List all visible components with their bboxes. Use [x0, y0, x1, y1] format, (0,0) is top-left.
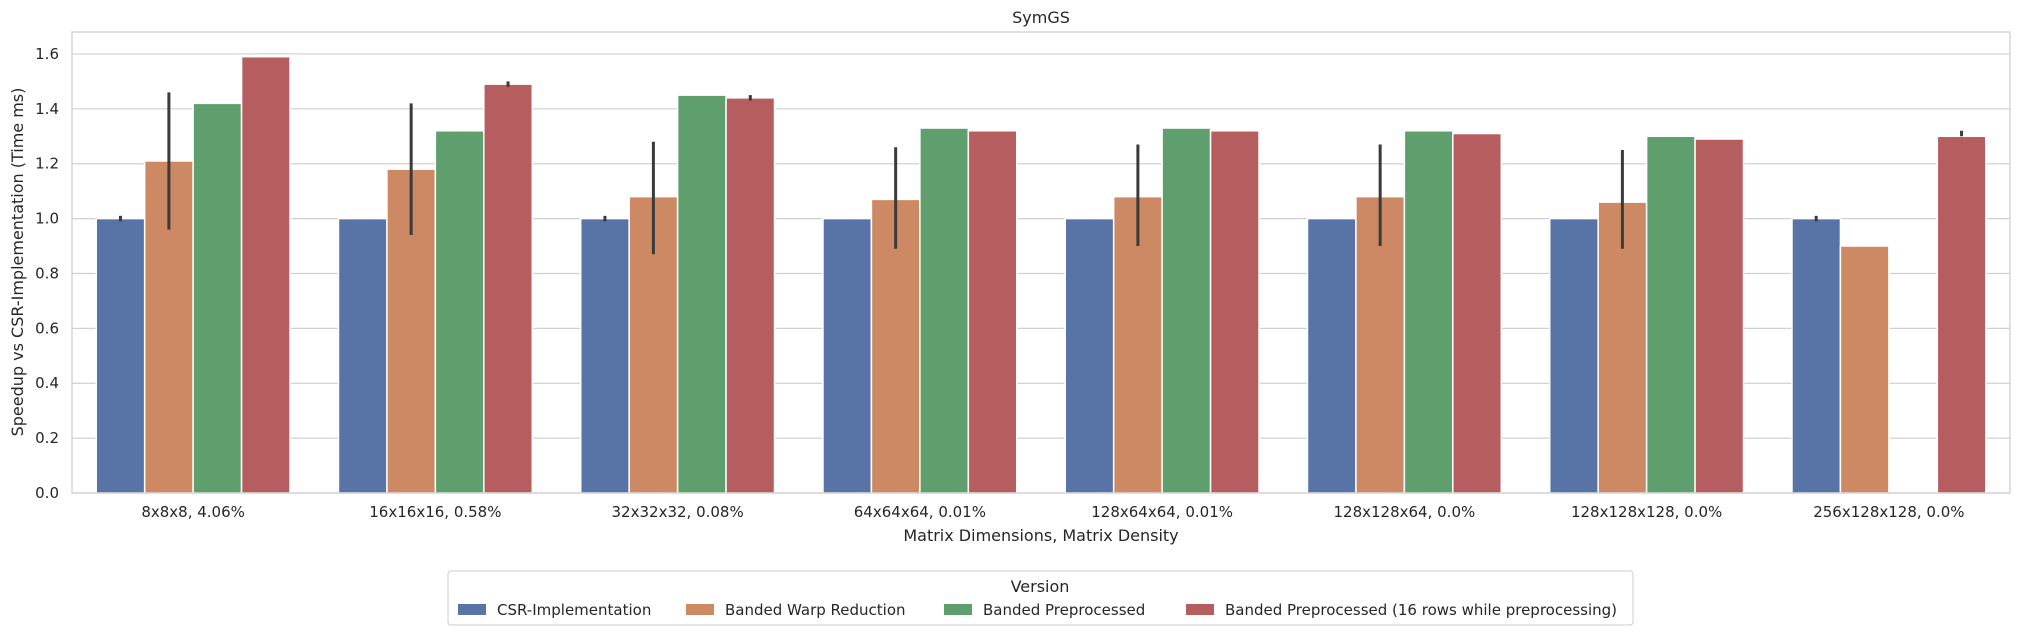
plot-frame [71, 31, 2011, 494]
bar [579, 217, 630, 494]
bar [676, 94, 727, 494]
x-tick-label: 128x128x64, 0.0% [1334, 503, 1476, 521]
bar [483, 83, 534, 494]
y-tick-label: 0.2 [35, 429, 59, 447]
bar [1452, 132, 1503, 494]
legend-swatch [686, 604, 714, 615]
x-tick-label: 128x64x64, 0.01% [1091, 503, 1233, 521]
bar [1791, 217, 1842, 494]
bar [240, 55, 291, 494]
legend-item: Banded Warp Reduction [686, 601, 906, 619]
bar [725, 97, 776, 494]
x-tick-label: 32x32x32, 0.08% [612, 503, 744, 521]
y-tick-label: 1.4 [35, 100, 59, 118]
chart-title: SymGS [1012, 8, 1070, 27]
bar [1548, 217, 1599, 494]
legend-label: Banded Preprocessed (16 rows while prepr… [1225, 601, 1617, 619]
y-tick-label: 0.4 [35, 374, 59, 392]
bar [95, 217, 146, 494]
legend-swatch [1186, 604, 1214, 615]
legend-item: CSR-Implementation [458, 601, 651, 619]
bar [919, 127, 970, 494]
legend-swatch [458, 604, 486, 615]
y-tick-label: 0.8 [35, 264, 59, 282]
bar [1209, 130, 1260, 494]
y-ticks: 0.0 0.2 0.4 0.6 0.8 1.0 1.2 1.4 1.6 [35, 45, 59, 502]
y-axis-label: Speedup vs CSR-Implementation (Time ms) [8, 88, 27, 437]
bar [192, 102, 243, 494]
bar [822, 217, 873, 494]
legend-item: Banded Preprocessed [944, 601, 1145, 619]
error-bars [118, 81, 1964, 255]
bar [1306, 217, 1357, 494]
bar [1936, 135, 1987, 494]
legend-items: CSR-Implementation Banded Warp Reduction B… [458, 601, 1617, 619]
legend-label: CSR-Implementation [497, 601, 651, 619]
legend: Version CSR-Implementation Banded Warp Re… [447, 570, 1634, 626]
bar [967, 130, 1018, 494]
y-tick-label: 0.0 [35, 484, 59, 502]
x-tick-label: 256x128x128, 0.0% [1813, 503, 1964, 521]
bar [434, 130, 485, 494]
legend-box [447, 570, 1634, 626]
legend-label: Banded Warp Reduction [725, 601, 906, 619]
legend-swatch [944, 604, 972, 615]
x-ticks: 8x8x8, 4.06% 16x16x16, 0.58% 32x32x32, 0.0… [141, 503, 1964, 521]
bar [1645, 135, 1696, 494]
bar [1694, 138, 1745, 494]
x-tick-label: 128x128x128, 0.0% [1571, 503, 1722, 521]
y-tick-label: 0.6 [35, 319, 59, 337]
legend-item: Banded Preprocessed (16 rows while prepr… [1186, 601, 1617, 619]
x-axis-label: Matrix Dimensions, Matrix Density [903, 526, 1178, 545]
legend-label: Banded Preprocessed [983, 601, 1145, 619]
x-tick-label: 8x8x8, 4.06% [141, 503, 245, 521]
x-tick-label: 16x16x16, 0.58% [369, 503, 501, 521]
x-tick-label: 64x64x64, 0.01% [854, 503, 986, 521]
bar [337, 217, 388, 494]
y-tick-label: 1.0 [35, 210, 59, 228]
bars [95, 55, 1987, 494]
bar [1161, 127, 1212, 494]
y-tick-label: 1.6 [35, 45, 59, 63]
legend-title: Version [1011, 577, 1070, 596]
bar [1403, 130, 1454, 494]
y-tick-label: 1.2 [35, 155, 59, 173]
bar [1064, 217, 1115, 494]
bar [1839, 245, 1890, 494]
